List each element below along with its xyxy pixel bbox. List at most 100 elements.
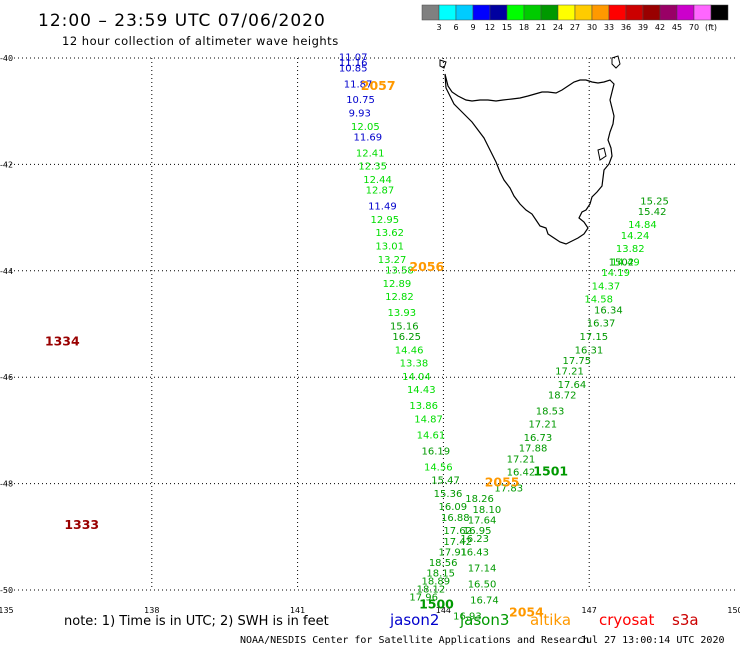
wave-height-label: 14.49 <box>611 257 640 268</box>
legend-label: 45 <box>672 23 682 32</box>
chart-title: 12:00 – 23:59 UTC 07/06/2020 <box>38 11 326 31</box>
legend-label: 36 <box>621 23 631 32</box>
wave-height-label: 12.87 <box>366 186 395 197</box>
wave-height-label: 11.69 <box>353 132 382 143</box>
legend-swatch <box>625 4 644 21</box>
wave-height-label: 16.95 <box>463 526 492 537</box>
x-tick-label: 138 <box>144 606 159 615</box>
x-tick-label: 141 <box>290 606 305 615</box>
wave-height-label: 17.88 <box>519 444 548 455</box>
legend-swatch <box>591 4 610 21</box>
legend-label: 18 <box>519 23 529 32</box>
wave-height-label: 16.34 <box>594 305 623 316</box>
pass-number: 1333 <box>64 517 99 532</box>
wave-height-label: 11.49 <box>368 202 397 213</box>
wave-height-label: 18.10 <box>473 505 502 516</box>
footer-note: note: 1) Time is in UTC; 2) SWH is in fe… <box>64 614 329 629</box>
x-tick-label: 150 <box>727 606 740 615</box>
y-tick-label: -48 <box>0 480 13 489</box>
wave-height-label: 16.23 <box>460 534 489 545</box>
color-legend: 3 6 9 12 15 18 21 24 27 30 33 36 39 42 45 70 (ft) <box>421 4 729 32</box>
wave-height-label: 14.19 <box>601 268 630 279</box>
wave-height-label: 10.85 <box>339 63 368 74</box>
x-tick-label: 135 <box>0 606 14 615</box>
wave-height-label: 11.87 <box>344 79 373 90</box>
king-island <box>439 59 447 69</box>
wave-height-label: 12.89 <box>383 279 412 290</box>
wave-height-label: 15.47 <box>431 476 460 487</box>
satellite-s3a: s3a <box>672 611 699 629</box>
wave-height-label: 12.95 <box>371 215 400 226</box>
wave-height-label: 11.07 <box>339 53 368 64</box>
wave-height-label: 13.27 <box>378 255 407 266</box>
wave-height-label: 17.15 <box>579 332 608 343</box>
satellite-cryosat: cryosat <box>599 611 654 629</box>
chart-subtitle: 12 hour collection of altimeter wave hei… <box>62 34 339 48</box>
legend-swatch <box>608 4 627 21</box>
wave-height-label: 16.88 <box>441 513 470 524</box>
wave-height-label: 12.41 <box>356 148 385 159</box>
wave-height-label: 13.38 <box>400 359 429 370</box>
satellite-legend: jason2 jason3 altika cryosat s3a <box>389 611 699 629</box>
wave-height-label: 16.31 <box>575 345 604 356</box>
wave-height-label: 14.04 <box>402 372 431 383</box>
wave-height-label: 14.24 <box>621 231 650 242</box>
tasmania-outline <box>444 73 615 245</box>
y-tick-label: -46 <box>0 373 13 382</box>
x-tick-label: 147 <box>582 606 597 615</box>
legend-label: (ft) <box>705 23 717 32</box>
wave-height-label: 15.16 <box>390 321 419 332</box>
wave-height-label: 14.56 <box>424 462 453 473</box>
wave-height-label: 13.82 <box>616 244 645 255</box>
legend-swatch <box>506 4 525 21</box>
wave-height-label: 16.93 <box>453 611 482 622</box>
wave-height-label: 14.58 <box>584 295 613 306</box>
wave-height-label: 14.61 <box>417 430 446 441</box>
legend-label: 12 <box>485 23 495 32</box>
wave-height-label: 17.83 <box>494 484 523 495</box>
wave-height-label: 17.75 <box>562 356 591 367</box>
legend-label: 27 <box>570 23 580 32</box>
y-tick-label: -42 <box>0 160 13 169</box>
pass-number: 1500 <box>419 597 454 612</box>
wave-height-label: 16.19 <box>422 446 451 457</box>
wave-height-label: 14.87 <box>414 414 443 425</box>
grid: 135138141144147150-40-42-44-46-48-50 <box>0 54 740 615</box>
legend-label: 39 <box>638 23 648 32</box>
wave-height-label: 12.82 <box>385 292 414 303</box>
wave-height-label: 10.75 <box>346 95 375 106</box>
wave-height-label: 14.37 <box>592 281 621 292</box>
wave-height-label: 16.25 <box>392 332 421 343</box>
wave-height-label: 16.73 <box>524 433 553 444</box>
legend-swatch <box>574 4 593 21</box>
wave-height-label: 18.12 <box>417 585 446 596</box>
wave-height-label: 16.50 <box>468 579 497 590</box>
wave-height-label: 17.21 <box>555 367 584 378</box>
legend-label: 6 <box>453 23 458 32</box>
legend-swatch <box>438 4 457 21</box>
footer-credit: NOAA/NESDIS Center for Satellite Applica… <box>240 635 589 646</box>
legend-label: 33 <box>604 23 614 32</box>
wave-height-label: 18.89 <box>422 577 451 588</box>
satellite-altika: altika <box>530 611 571 629</box>
wave-height-label: 17.91 <box>439 547 468 558</box>
legend-swatch <box>540 4 559 21</box>
wave-height-label: 16.09 <box>439 502 468 513</box>
wave-height-label: 12.05 <box>351 122 380 133</box>
wave-height-label: 16.43 <box>460 547 489 558</box>
wave-height-label: 13.01 <box>375 242 404 253</box>
pass-number: 1501 <box>533 464 568 479</box>
wave-height-label: 16.74 <box>470 595 499 606</box>
wave-height-label: 16.42 <box>507 468 536 479</box>
wave-height-label: 17.62 <box>443 526 472 537</box>
legend-swatch <box>676 4 695 21</box>
wave-height-label: 15.42 <box>638 207 667 218</box>
flinders-island <box>611 55 621 69</box>
legend-swatch <box>710 4 729 21</box>
wave-height-label: 13.62 <box>375 228 404 239</box>
legend-swatch <box>489 4 508 21</box>
wave-height-label: 17.42 <box>443 537 472 548</box>
pass-number: 2056 <box>409 259 444 274</box>
